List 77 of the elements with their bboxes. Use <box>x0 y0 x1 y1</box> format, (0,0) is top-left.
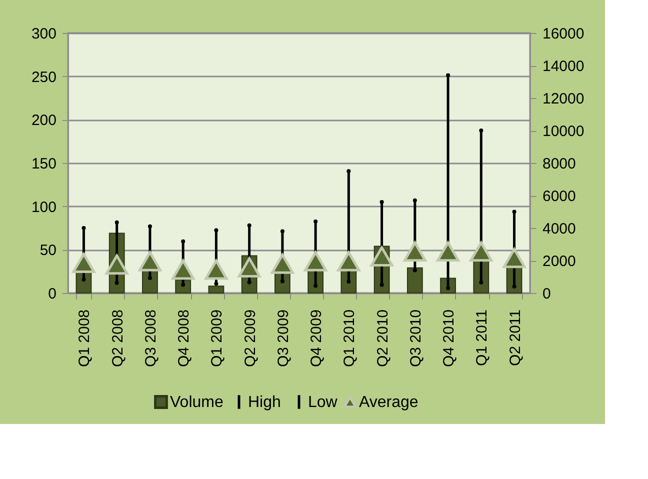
y2-tick-label: 0 <box>542 286 551 302</box>
point <box>172 259 195 280</box>
point <box>114 280 119 285</box>
y-tick-label: 250 <box>31 68 56 86</box>
x-tick-label: Q1 2009 <box>208 310 226 368</box>
point <box>446 286 450 290</box>
x-tick-label: Q1 2008 <box>76 310 94 368</box>
point <box>403 241 426 262</box>
point <box>346 169 351 174</box>
y2-tick-label: 12000 <box>542 90 584 108</box>
y-tick-label: 0 <box>48 286 56 302</box>
point <box>270 254 294 274</box>
point <box>247 223 252 228</box>
point <box>148 276 152 280</box>
bar <box>406 267 423 294</box>
point <box>502 248 526 268</box>
point <box>314 220 318 224</box>
x-tick-label: Q4 2008 <box>176 310 193 368</box>
y-tick-label: 300 <box>31 26 56 42</box>
y2-tick-label: 6000 <box>542 188 576 205</box>
x-tick-label: Q3 2009 <box>274 310 292 368</box>
bar <box>208 286 224 294</box>
point <box>82 226 86 230</box>
y2-tick-label: 16000 <box>542 26 584 42</box>
y-tick-label: 150 <box>31 156 56 172</box>
point <box>214 282 218 286</box>
x-tick-label: Q3 2010 <box>407 310 424 368</box>
point <box>114 220 119 224</box>
x-tick-label: Q2 2010 <box>374 310 392 368</box>
y-tick-label: 50 <box>40 242 56 260</box>
y2-tick-label: 4000 <box>542 220 576 238</box>
point <box>479 128 484 132</box>
point <box>247 280 252 284</box>
x-tick-label: Q4 2010 <box>440 310 458 368</box>
y-tick-label: 100 <box>31 198 56 216</box>
point <box>304 251 328 272</box>
legend-label: Volume <box>170 394 224 411</box>
x-tick-label: Q2 2011 <box>506 310 524 366</box>
point <box>72 252 96 274</box>
point <box>280 229 284 234</box>
point <box>446 73 450 78</box>
point <box>105 254 128 275</box>
point <box>337 251 360 272</box>
y2-tick-label: 10000 <box>542 123 584 140</box>
x-tick-label: Q1 2011 <box>474 310 491 366</box>
point <box>479 280 484 284</box>
x-tick-label: Q2 2009 <box>242 310 259 368</box>
legend-label: Average <box>359 394 418 411</box>
point <box>204 259 228 280</box>
y-tick-label: 200 <box>31 112 56 130</box>
point <box>238 257 261 278</box>
y2-tick-label: 8000 <box>542 156 576 172</box>
point <box>314 284 318 288</box>
point <box>280 279 284 284</box>
point <box>214 228 218 232</box>
point <box>346 280 351 284</box>
point <box>138 251 162 272</box>
point <box>148 224 152 228</box>
x-tick-label: Q4 2009 <box>308 310 326 368</box>
point <box>412 268 417 272</box>
point <box>370 246 394 267</box>
y2-tick-label: 14000 <box>542 58 584 75</box>
x-tick-label: Q2 2008 <box>109 310 126 368</box>
point <box>470 241 493 262</box>
point <box>82 278 86 282</box>
point <box>380 282 384 287</box>
point <box>181 239 186 244</box>
x-tick-label: Q3 2008 <box>142 310 160 368</box>
point <box>412 198 417 202</box>
point <box>512 210 516 214</box>
legend-label: Low <box>308 394 338 411</box>
y2-tick-label: 2000 <box>542 253 576 270</box>
legend-label: High <box>248 394 281 411</box>
point <box>436 241 460 262</box>
x-tick-label: Q1 2010 <box>341 310 358 368</box>
point <box>512 284 516 288</box>
point <box>380 200 384 204</box>
